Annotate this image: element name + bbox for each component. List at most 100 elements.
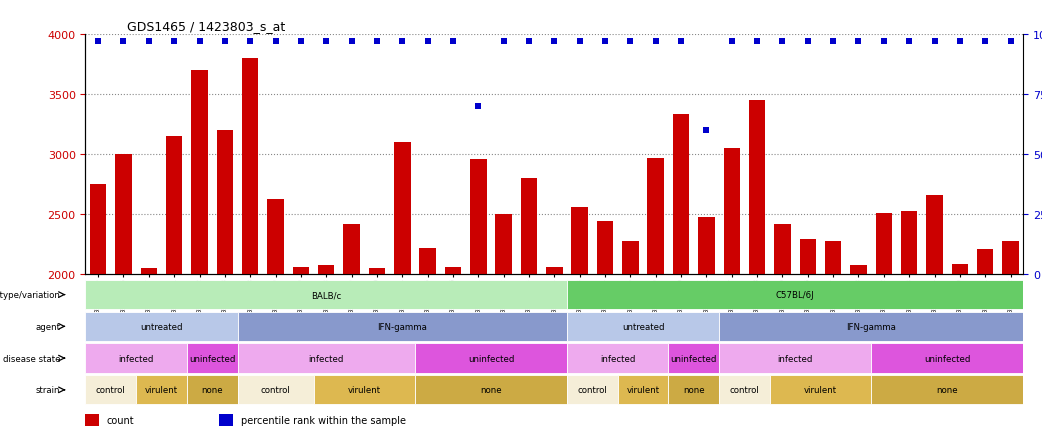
Text: untreated: untreated — [141, 322, 182, 331]
Text: genotype/variation: genotype/variation — [0, 290, 60, 299]
Point — [318, 39, 334, 46]
Bar — [187, 375, 238, 404]
Bar — [719, 312, 1023, 341]
Point — [698, 127, 715, 134]
Text: none: none — [937, 385, 958, 395]
Point — [521, 39, 538, 46]
Bar — [521, 179, 538, 275]
Point — [419, 39, 436, 46]
Bar — [567, 344, 668, 373]
Point — [673, 39, 690, 46]
Bar — [875, 214, 892, 275]
Bar — [567, 280, 1023, 309]
Text: infected: infected — [777, 354, 813, 363]
Text: disease state: disease state — [2, 354, 60, 363]
Bar — [719, 344, 871, 373]
Text: none: none — [201, 385, 223, 395]
Bar — [85, 312, 238, 341]
Bar — [668, 344, 719, 373]
Text: percentile rank within the sample: percentile rank within the sample — [241, 415, 405, 425]
Text: strain: strain — [35, 385, 60, 395]
Text: untreated: untreated — [622, 322, 665, 331]
Point — [90, 39, 106, 46]
Bar — [871, 375, 1023, 404]
Point — [774, 39, 791, 46]
Bar — [394, 143, 411, 275]
Bar — [901, 211, 917, 275]
Bar — [318, 265, 334, 275]
Text: count: count — [107, 415, 134, 425]
Bar — [1002, 241, 1019, 275]
Bar — [242, 59, 258, 275]
Bar — [90, 185, 106, 275]
Point — [343, 39, 359, 46]
Text: none: none — [480, 385, 502, 395]
Bar — [293, 267, 309, 275]
Bar — [85, 414, 99, 426]
Point — [571, 39, 588, 46]
Point — [597, 39, 614, 46]
Text: virulent: virulent — [145, 385, 178, 395]
Bar — [571, 207, 588, 275]
Point — [901, 39, 918, 46]
Point — [267, 39, 283, 46]
Bar — [618, 375, 668, 404]
Bar — [85, 344, 187, 373]
Point — [875, 39, 892, 46]
Text: control: control — [577, 385, 607, 395]
Bar — [415, 375, 567, 404]
Point — [647, 39, 664, 46]
Bar — [217, 131, 233, 275]
Text: GDS1465 / 1423803_s_at: GDS1465 / 1423803_s_at — [127, 20, 286, 33]
Text: uninfected: uninfected — [468, 354, 514, 363]
Bar — [850, 265, 867, 275]
Point — [470, 103, 487, 110]
Bar — [799, 240, 816, 275]
Bar — [770, 375, 871, 404]
Bar — [238, 375, 314, 404]
Bar — [238, 312, 567, 341]
Bar — [597, 222, 614, 275]
Point — [951, 39, 968, 46]
Bar — [85, 375, 137, 404]
Point — [115, 39, 131, 46]
Bar — [825, 241, 841, 275]
Point — [293, 39, 309, 46]
Bar — [495, 215, 512, 275]
Bar — [166, 137, 182, 275]
Point — [723, 39, 740, 46]
Text: agent: agent — [35, 322, 60, 331]
Bar — [192, 71, 207, 275]
Text: infected: infected — [119, 354, 154, 363]
Bar — [719, 375, 770, 404]
Bar — [567, 312, 719, 341]
Point — [546, 39, 563, 46]
Text: none: none — [683, 385, 704, 395]
Text: virulent: virulent — [348, 385, 380, 395]
Text: control: control — [96, 385, 126, 395]
Bar — [567, 375, 618, 404]
Bar — [647, 158, 664, 275]
Bar — [344, 224, 359, 275]
Bar — [977, 250, 993, 275]
Text: uninfected: uninfected — [924, 354, 970, 363]
Point — [495, 39, 512, 46]
Bar — [668, 375, 719, 404]
Text: infected: infected — [600, 354, 636, 363]
Bar — [926, 196, 943, 275]
Point — [242, 39, 258, 46]
Bar — [546, 267, 563, 275]
Bar — [187, 344, 238, 373]
Bar — [116, 155, 131, 275]
Point — [191, 39, 207, 46]
Bar — [871, 344, 1023, 373]
Point — [217, 39, 233, 46]
Point — [394, 39, 411, 46]
Bar — [419, 248, 436, 275]
Point — [749, 39, 766, 46]
Bar — [698, 217, 715, 275]
Point — [1002, 39, 1019, 46]
Bar — [219, 414, 232, 426]
Text: control: control — [729, 385, 760, 395]
Text: C57BL/6J: C57BL/6J — [776, 290, 815, 299]
